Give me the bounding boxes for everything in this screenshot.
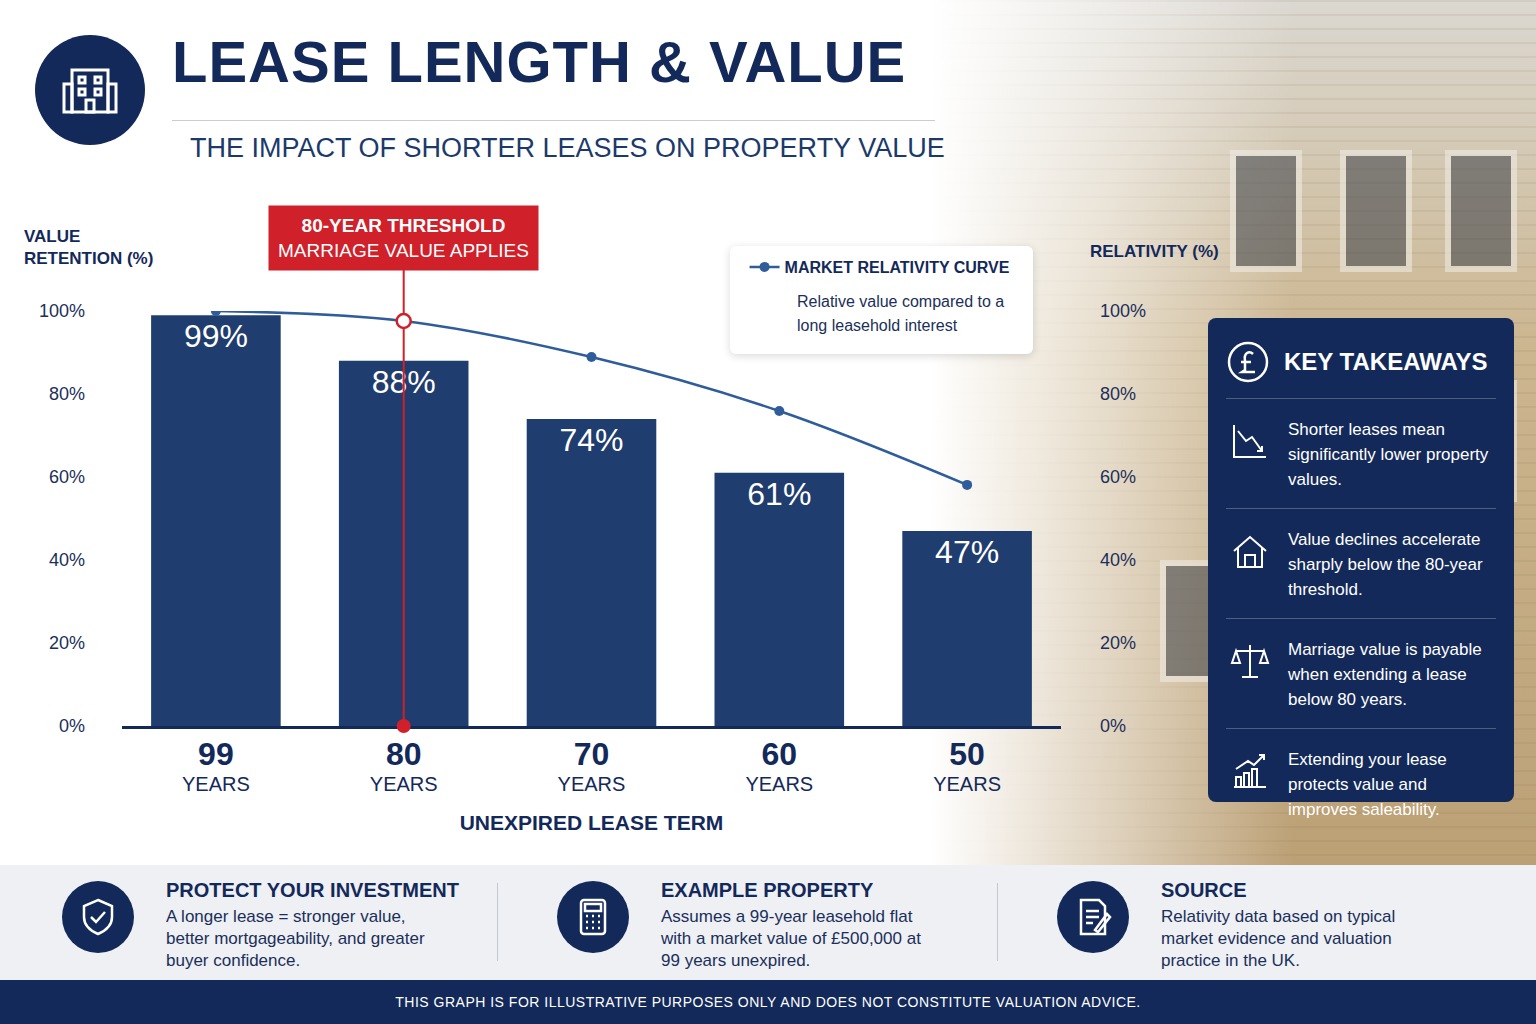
- svg-text:MARKET RELATIVITY CURVE: MARKET RELATIVITY CURVE: [785, 259, 1010, 276]
- html-text:SOURCE: SOURCE: [1161, 879, 1247, 901]
- html-text:PROTECT YOUR INVESTMENT: PROTECT YOUR INVESTMENT: [166, 879, 459, 901]
- svg-text:80YEARS: 80YEARS: [370, 736, 438, 795]
- svg-text:VALUERETENTION (%): VALUERETENTION (%): [24, 227, 153, 268]
- html-text:LEASE LENGTH & VALUE: LEASE LENGTH & VALUE: [172, 29, 907, 94]
- svg-text:60YEARS: 60YEARS: [745, 736, 813, 795]
- svg-text:60%: 60%: [1100, 467, 1136, 487]
- svg-text:RELATIVITY (%): RELATIVITY (%): [1090, 242, 1219, 261]
- svg-text:100%: 100%: [1100, 301, 1146, 321]
- svg-text:20%: 20%: [1100, 633, 1136, 653]
- svg-text:60%: 60%: [49, 467, 85, 487]
- html-text:EXAMPLE PROPERTY: EXAMPLE PROPERTY: [661, 879, 874, 901]
- svg-text:99%: 99%: [184, 318, 248, 354]
- svg-text:74%: 74%: [559, 422, 623, 458]
- svg-text:70YEARS: 70YEARS: [558, 736, 626, 795]
- svg-text:47%: 47%: [935, 534, 999, 570]
- svg-text:61%: 61%: [747, 476, 811, 512]
- svg-text:80%: 80%: [49, 384, 85, 404]
- svg-text:40%: 40%: [1100, 550, 1136, 570]
- svg-text:50YEARS: 50YEARS: [933, 736, 1001, 795]
- svg-text:80%: 80%: [1100, 384, 1136, 404]
- html-text:Marriage value is payable when: Marriage value is payable when extending…: [1288, 640, 1482, 709]
- svg-text:0%: 0%: [1100, 716, 1126, 736]
- html-text:THE IMPACT OF SHORTER LEASES O: THE IMPACT OF SHORTER LEASES ON PROPERTY…: [190, 133, 945, 163]
- html-text:KEY TAKEAWAYS: KEY TAKEAWAYS: [1284, 348, 1488, 375]
- html-text:Assumes a 99-year leasehold fl: Assumes a 99-year leasehold flat with a …: [661, 907, 921, 970]
- svg-text:0%: 0%: [59, 716, 85, 736]
- html-text:A longer lease = stronger valu: A longer lease = stronger value, better …: [166, 907, 425, 970]
- html-text:Extending your lease protects: Extending your lease protects value and …: [1288, 750, 1447, 819]
- html-text:Relativity data based on typic: Relativity data based on typical market …: [1161, 907, 1396, 970]
- html-text:Value declines accelerate shar: Value declines accelerate sharply below …: [1288, 530, 1483, 599]
- html-text:Shorter leases mean significan: Shorter leases mean significantly lower …: [1288, 420, 1489, 489]
- svg-text:88%: 88%: [372, 364, 436, 400]
- html-text:Relative value compared to a l: Relative value compared to a long leaseh…: [797, 293, 1005, 334]
- svg-text:99YEARS: 99YEARS: [182, 736, 250, 795]
- svg-text:100%: 100%: [39, 301, 85, 321]
- svg-text:20%: 20%: [49, 633, 85, 653]
- svg-text:80-YEAR THRESHOLDMARRIAGE VALU: 80-YEAR THRESHOLDMARRIAGE VALUE APPLIES: [278, 215, 529, 261]
- html-text:THIS GRAPH IS FOR ILLUSTRATIVE: THIS GRAPH IS FOR ILLUSTRATIVE PURPOSES …: [395, 994, 1141, 1010]
- svg-text:UNEXPIRED LEASE TERM: UNEXPIRED LEASE TERM: [460, 811, 724, 834]
- svg-text:40%: 40%: [49, 550, 85, 570]
